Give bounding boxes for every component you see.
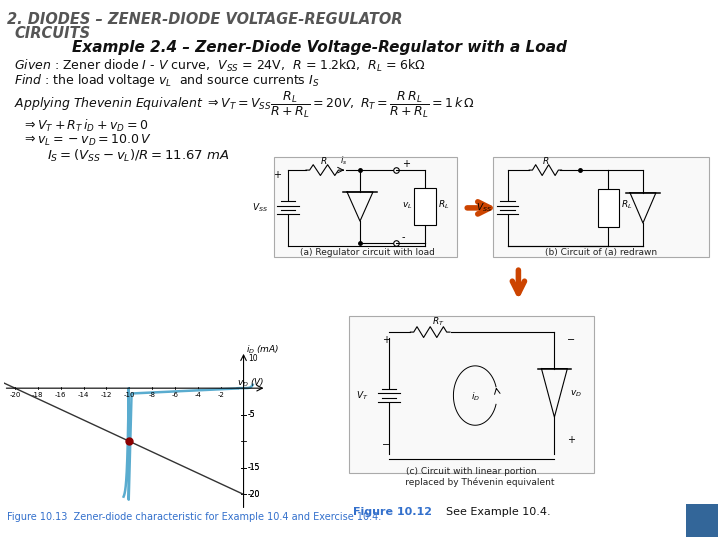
FancyBboxPatch shape <box>686 504 718 537</box>
Bar <box>414 188 436 225</box>
Text: $\mathit{Given}$ : Zener diode $I$ - $V$ curve,  $V_{SS}$ = 24V,  $R$ = 1.2k$\Om: $\mathit{Given}$ : Zener diode $I$ - $V$… <box>14 58 426 74</box>
Text: Figure 10.12: Figure 10.12 <box>353 507 432 517</box>
Text: $V_T$: $V_T$ <box>356 389 369 402</box>
Text: Example 2.4 – Zener-Diode Voltage-Regulator with a Load: Example 2.4 – Zener-Diode Voltage-Regula… <box>72 40 567 55</box>
Text: −: − <box>567 335 575 345</box>
Text: $\mathit{Find}$ : the load voltage $v_L$  and source currents $I_S$: $\mathit{Find}$ : the load voltage $v_L$… <box>14 72 320 89</box>
Text: $R_T$: $R_T$ <box>432 315 444 327</box>
Text: -2: -2 <box>217 393 224 399</box>
Text: -20: -20 <box>248 490 261 499</box>
Text: $v_L$: $v_L$ <box>402 201 413 211</box>
Text: -20: -20 <box>9 393 21 399</box>
Text: (b) Circuit of (a) redrawn: (b) Circuit of (a) redrawn <box>545 248 657 257</box>
Text: $v_D$ (V): $v_D$ (V) <box>237 376 264 389</box>
Text: $V_{SS}$: $V_{SS}$ <box>476 201 492 214</box>
Text: -16: -16 <box>55 393 66 399</box>
Text: -10: -10 <box>124 393 135 399</box>
Text: -4: -4 <box>194 393 202 399</box>
Text: $I_S = (V_{SS} - v_L)/R = 11.67\ mA$: $I_S = (V_{SS} - v_L)/R = 11.67\ mA$ <box>47 148 230 164</box>
Text: -5: -5 <box>248 410 256 419</box>
Text: +: + <box>273 170 281 180</box>
Bar <box>598 189 619 227</box>
Text: Figure 10.13  Zener-diode characteristic for Example 10.4 and Exercise 10.4.: Figure 10.13 Zener-diode characteristic … <box>7 512 382 522</box>
Text: -15: -15 <box>248 463 261 472</box>
Text: $\mathit{Applying\ Thevenin\ Equivalent}\ \Rightarrow V_T = V_{SS}\dfrac{R_L}{R+: $\mathit{Applying\ Thevenin\ Equivalent}… <box>14 90 475 120</box>
Text: -14: -14 <box>78 393 89 399</box>
Text: -18: -18 <box>32 393 44 399</box>
Text: $i_D$: $i_D$ <box>471 391 480 403</box>
Text: 10: 10 <box>248 354 258 363</box>
Text: $i_D$ (mA): $i_D$ (mA) <box>246 343 280 355</box>
Text: $R$: $R$ <box>541 154 549 166</box>
Text: $i_s$: $i_s$ <box>340 154 347 166</box>
Text: −: − <box>382 440 390 450</box>
Text: $R_L$: $R_L$ <box>438 199 449 211</box>
Text: +: + <box>382 335 390 345</box>
Text: $V_{SS}$: $V_{SS}$ <box>252 201 268 214</box>
Text: -12: -12 <box>101 393 112 399</box>
Text: $R$: $R$ <box>320 154 328 166</box>
FancyBboxPatch shape <box>274 157 457 256</box>
Text: -: - <box>402 232 405 242</box>
Text: $R_L$: $R_L$ <box>621 199 633 211</box>
Text: (a) Regulator circuit with load: (a) Regulator circuit with load <box>300 248 435 257</box>
Text: CIRCUITS: CIRCUITS <box>14 26 91 41</box>
Text: $v_D$: $v_D$ <box>570 389 582 399</box>
Text: -20: -20 <box>248 490 261 499</box>
FancyBboxPatch shape <box>349 316 594 472</box>
Text: See Example 10.4.: See Example 10.4. <box>446 507 551 517</box>
Text: -8: -8 <box>148 393 156 399</box>
Text: -6: -6 <box>171 393 179 399</box>
Text: $\Rightarrow V_T + R_T\,i_D + v_D = 0$: $\Rightarrow V_T + R_T\,i_D + v_D = 0$ <box>22 118 148 134</box>
Text: +: + <box>567 435 575 445</box>
FancyBboxPatch shape <box>493 157 709 256</box>
Text: 5: 5 <box>697 514 707 528</box>
Text: -15: -15 <box>248 463 261 472</box>
Text: +: + <box>402 159 410 170</box>
Text: 2. DIODES – ZENER-DIODE VOLTAGE-REGULATOR: 2. DIODES – ZENER-DIODE VOLTAGE-REGULATO… <box>7 12 402 28</box>
Text: $\Rightarrow v_L = -v_D = 10.0\,V$: $\Rightarrow v_L = -v_D = 10.0\,V$ <box>22 133 151 148</box>
Text: (c) Circuit with linear portion
      replaced by Thévenin equivalent: (c) Circuit with linear portion replaced… <box>388 467 555 487</box>
Text: -5: -5 <box>248 410 256 419</box>
